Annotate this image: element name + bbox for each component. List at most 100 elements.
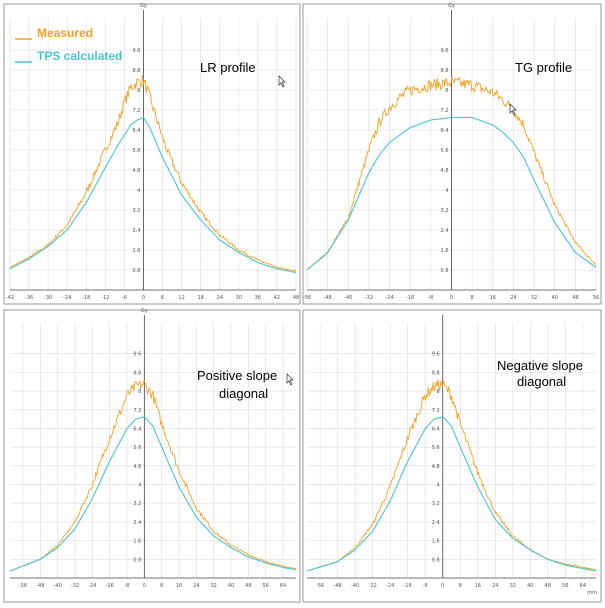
x-tick-label: 64 [280,583,286,589]
x-tick-label: 24 [193,583,199,589]
x-tick-label: 0 [143,583,146,589]
y-tick-label: 4 [137,188,140,194]
y-tick-label: 8 [437,389,440,395]
x-tick-label: 36 [255,295,261,301]
y-tick-label: 6.4 [133,426,141,432]
legend-tps-label: TPS calculated [37,49,122,63]
panel-title-pos-diag-1: Positive slope [197,368,277,383]
mouse-cursor-icon [286,373,294,386]
x-tick-label: 56 [593,295,599,301]
x-tick-label: 56 [262,583,268,589]
x-tick-label: -32 [365,295,373,301]
panel-title-neg-diag-2: diagonal [517,374,566,389]
panel-title-tg: TG profile [515,60,572,75]
x-tick-label: -30 [44,295,52,301]
y-tick-label: 1.6 [133,248,141,254]
y-tick-label: 9.6 [133,48,141,54]
x-tick-label: -48 [334,583,342,589]
x-tick-label: -36 [25,295,33,301]
plot-layer: -42 -36 -30 -24 -18 -12 -6 0 6 12 18 24 30 36 42 480.81… [6,3,599,596]
y-tick-label: 5.6 [441,148,449,154]
x-tick-label: 42 [274,295,280,301]
y-tick-label: 7.2 [133,108,141,114]
x-tick-label: -24 [63,295,71,301]
x-tick-label: 0 [142,295,145,301]
y-tick-label: 4.8 [133,464,141,470]
series-line-measured-lr [9,75,297,272]
y-tick-label: 2.4 [432,520,440,526]
series-line-measured-tg [306,76,597,271]
y-tick-label: 2.4 [441,228,449,234]
y-tick-label: 8 [137,88,140,94]
x-tick-label: -12 [101,295,109,301]
y-tick-label: 1.6 [432,539,440,545]
y-tick-label: 7.2 [441,108,449,114]
x-tick-label: -8 [423,583,428,589]
y-tick-label: 0.8 [432,557,440,563]
mouse-cursor-icon [509,103,517,116]
y-tick-label: 5.6 [133,445,141,451]
x-tick-label: 24 [492,583,498,589]
y-tick-label: 8.8 [432,370,440,376]
y-tick-label: 8 [445,88,448,94]
x-tick-label: 56 [562,583,568,589]
x-tick-label: 32 [510,583,516,589]
x-tick-label: 8 [471,295,474,301]
mouse-cursor-icon [278,75,286,88]
x-tick-label: -42 [6,295,14,301]
y-tick-label: 5.6 [432,445,440,451]
y-tick-label: 8.8 [441,68,449,74]
x-tick-label: -48 [324,295,332,301]
x-tick-label: -40 [54,583,62,589]
x-tick-label: -40 [344,295,352,301]
y-tick-label: 2.4 [133,520,141,526]
x-tick-label: 8 [160,583,163,589]
x-tick-label: -16 [404,583,412,589]
x-tick-label: 0 [450,295,453,301]
x-tick-label: 48 [572,295,578,301]
series-line-tps-lr [9,116,297,274]
x-tick-label: 6 [161,295,164,301]
y-tick-label: 2.4 [133,228,141,234]
y-tick-label: 8.8 [133,68,141,74]
y-tick-label: 4.8 [133,168,141,174]
y-tick-label: 8 [138,389,141,395]
x-tick-label: 48 [245,583,251,589]
y-tick-label: 6.4 [441,128,449,134]
panel-lr-frame [3,3,301,305]
x-tick-label: -24 [385,295,393,301]
x-tick-label: -8 [125,583,130,589]
y-tick-label: 9.6 [133,352,141,358]
y-tick-label: 3.2 [133,208,141,214]
series-line-tps-tg [306,116,597,271]
y-tick-label: 5.6 [133,148,141,154]
y-axis-unit-label: Gy [140,3,147,9]
y-tick-label: 4 [138,483,141,489]
y-tick-label: 9.6 [432,352,440,358]
x-tick-label: 0 [441,583,444,589]
x-tick-label: -32 [369,583,377,589]
x-tick-label: 32 [210,583,216,589]
x-tick-label: -16 [406,295,414,301]
y-tick-label: 7.2 [133,408,141,414]
x-tick-label: 64 [580,583,586,589]
x-tick-label: 48 [293,295,299,301]
panel-tg-frame [302,3,602,305]
y-tick-label: 7.2 [432,408,440,414]
y-tick-label: 3.2 [133,501,141,507]
x-tick-label: 24 [510,295,516,301]
y-tick-label: 0.8 [133,557,141,563]
y-tick-label: 9.6 [441,48,449,54]
x-tick-label: -32 [71,583,79,589]
y-tick-label: 0.8 [133,268,141,274]
y-tick-label: 3.2 [432,501,440,507]
legend: Measured TPS calculated [15,26,122,63]
x-axis-unit-label: mm [587,590,597,596]
y-tick-label: 4.8 [441,168,449,174]
x-tick-label: -56 [316,583,324,589]
x-tick-label: -8 [428,295,433,301]
x-tick-label: 16 [475,583,481,589]
panel-title-neg-diag-1: Negative slope [497,358,583,373]
x-tick-label: -16 [106,583,114,589]
